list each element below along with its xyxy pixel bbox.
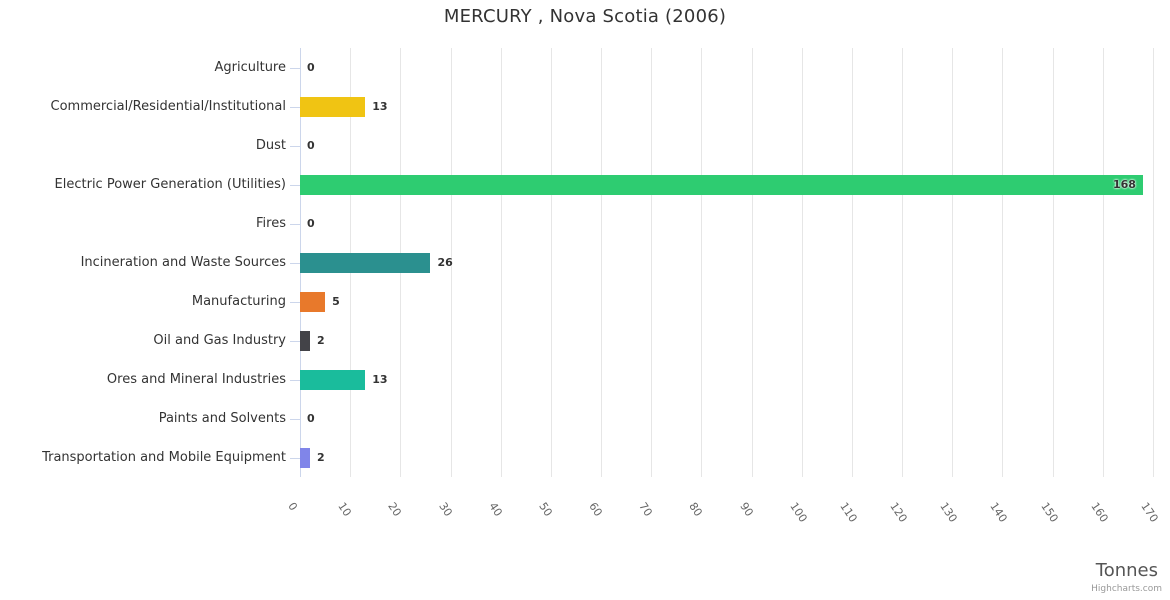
value-label: 13 (372, 100, 388, 113)
x-tick-label: 50 (536, 500, 555, 519)
x-tick-label: 20 (385, 500, 405, 519)
y-tick-mark (290, 185, 300, 186)
gridline (651, 48, 653, 477)
category-label: Oil and Gas Industry (153, 333, 286, 348)
gridline (1153, 48, 1154, 477)
bar[interactable] (300, 253, 430, 273)
highcharts-credit-link[interactable]: Highcharts.com (1091, 584, 1162, 594)
bar[interactable] (300, 175, 1143, 195)
value-label: 0 (307, 61, 315, 74)
bar[interactable] (300, 448, 310, 468)
x-tick-label: 100 (786, 500, 810, 525)
x-tick-label: 30 (435, 500, 455, 519)
bar[interactable] (300, 97, 365, 117)
gridline (1002, 48, 1004, 477)
value-label: 168 (1112, 178, 1136, 191)
gridline (1102, 48, 1104, 477)
gridline (550, 48, 552, 477)
x-tick-label: 110 (837, 500, 860, 525)
value-label: 0 (307, 139, 315, 152)
y-tick-mark (290, 224, 300, 225)
category-label: Paints and Solvents (158, 411, 286, 426)
y-tick-mark (290, 146, 300, 147)
gridline (902, 48, 904, 477)
category-label: Ores and Mineral Industries (106, 372, 286, 387)
gridline (500, 48, 502, 477)
value-label: 2 (317, 451, 325, 464)
gridline (801, 48, 803, 477)
bar[interactable] (300, 331, 310, 351)
x-axis-title: Tonnes (1095, 560, 1158, 581)
category-label: Commercial/Residential/Institutional (50, 99, 287, 114)
bar[interactable] (300, 292, 325, 312)
y-tick-mark (290, 107, 300, 108)
category-label: Incineration and Waste Sources (80, 255, 286, 270)
x-tick-label: 160 (1088, 500, 1111, 525)
category-label: Agriculture (214, 60, 287, 75)
chart-title: MERCURY , Nova Scotia (2006) (443, 6, 727, 27)
y-tick-mark (290, 302, 300, 303)
x-tick-label: 0 (285, 500, 300, 514)
category-label: Dust (255, 138, 286, 153)
category-label: Fires (256, 216, 286, 231)
category-label: Transportation and Mobile Equipment (42, 450, 286, 465)
x-tick-label: 70 (636, 500, 656, 519)
value-label: 0 (307, 217, 315, 230)
x-tick-label: 120 (887, 500, 910, 525)
y-tick-mark (290, 380, 300, 381)
y-tick-mark (290, 458, 300, 459)
gridline (601, 48, 603, 477)
gridline (751, 48, 753, 477)
bar[interactable] (300, 370, 365, 390)
y-tick-mark (290, 341, 300, 342)
value-label: 5 (332, 295, 340, 308)
gridline (952, 48, 954, 477)
x-tick-label: 170 (1138, 500, 1161, 525)
y-tick-mark (290, 419, 300, 420)
gridline (450, 48, 452, 477)
category-label: Manufacturing (191, 294, 286, 309)
x-tick-label: 10 (335, 500, 355, 519)
x-tick-label: 90 (736, 500, 756, 519)
x-tick-label: 130 (937, 500, 961, 525)
gridline (1052, 48, 1054, 477)
y-tick-mark (290, 263, 300, 264)
x-tick-label: 40 (485, 500, 505, 519)
value-label: 26 (437, 256, 453, 269)
y-tick-mark (290, 68, 300, 69)
x-tick-label: 140 (987, 500, 1011, 525)
x-tick-label: 80 (686, 500, 706, 519)
gridline (701, 48, 703, 477)
value-label: 0 (307, 412, 315, 425)
x-tick-label: 150 (1037, 500, 1061, 525)
value-label: 2 (317, 334, 325, 347)
x-tick-label: 60 (586, 500, 605, 519)
gridline (851, 48, 853, 477)
category-label: Electric Power Generation (Utilities) (54, 177, 286, 192)
value-label: 13 (372, 373, 388, 386)
